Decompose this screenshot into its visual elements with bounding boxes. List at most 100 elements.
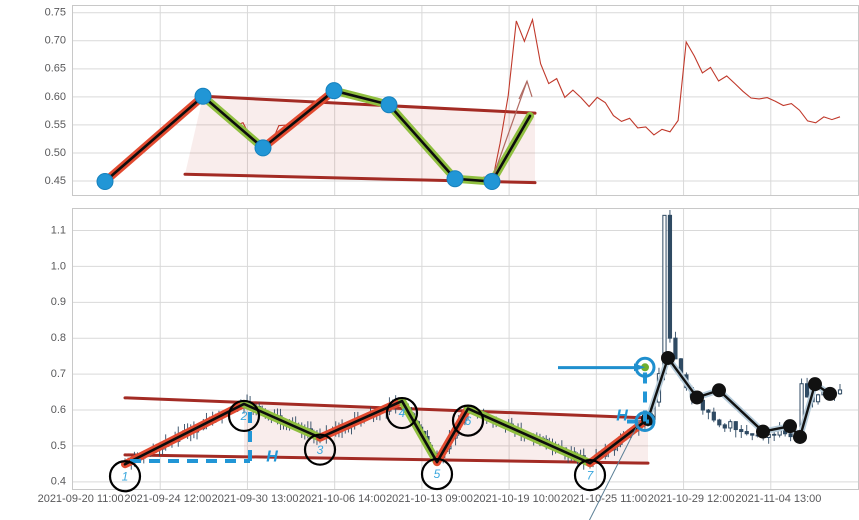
pivot-marker-1: 1 <box>108 460 142 493</box>
bottom-y-tick-label: 0.4 <box>51 476 66 488</box>
bottom-height-measure: H <box>130 403 278 466</box>
top-pivot-dots <box>96 82 501 191</box>
pivot-ring <box>451 404 485 437</box>
bottom-swing-dot <box>712 383 726 398</box>
top-y-tick-label: 0.65 <box>45 63 66 75</box>
bottom-y-tick-label: 0.8 <box>51 332 66 344</box>
pivot-marker-3: 3 <box>303 433 337 466</box>
top-y-tick-label: 0.75 <box>45 7 66 19</box>
candle-body <box>673 337 678 360</box>
pivot-number: 6 <box>465 414 472 428</box>
top-channel-upper <box>201 94 537 115</box>
top-arrow-shaft <box>491 80 528 181</box>
bottom-y-tick-label: 0.5 <box>51 440 66 452</box>
candle <box>706 409 711 420</box>
pivot-marker-6: 6 <box>451 404 485 437</box>
bottom-swing-dot <box>756 424 770 439</box>
target-arrow-head <box>634 363 645 372</box>
bottom-channel-lower <box>123 453 650 465</box>
bottom-y-axis-labels: 0.4 0.5 0.6 0.7 0.8 0.9 1.0 1.1 <box>51 224 66 487</box>
pivot-number: 5 <box>434 467 441 481</box>
pivot-marker-7: 7 <box>573 459 607 492</box>
candle <box>837 383 843 395</box>
bottom-swing-dot <box>793 429 807 444</box>
candle-body <box>772 433 777 436</box>
top-y-tick-label: 0.50 <box>45 147 66 159</box>
bottom-x-tick-label: 2021-10-29 12:00 <box>648 493 735 505</box>
top-pivot-dot <box>446 170 464 188</box>
top-y-tick-label: 0.55 <box>45 119 66 131</box>
bottom-recent-swing-overlay <box>641 350 837 444</box>
pivot-ring <box>303 433 337 466</box>
bottom-y-tick-label: 0.7 <box>51 368 66 380</box>
bottom-channel-fill <box>244 403 648 464</box>
height-label-right: H <box>616 408 628 425</box>
candle <box>815 393 821 405</box>
top-price-panel: 0.45 0.50 0.55 0.60 0.65 0.70 0.75 <box>45 5 859 196</box>
candle-body <box>728 421 733 429</box>
bottom-x-axis-labels: 2021-09-20 11:00 2021-09-24 12:00 2021-09-… <box>38 493 822 505</box>
candle <box>739 425 744 438</box>
top-y-tick-label: 0.70 <box>45 35 66 47</box>
candle-body <box>706 409 711 413</box>
bottom-y-tick-label: 1.0 <box>51 260 66 272</box>
pivot-ring <box>108 460 142 493</box>
bottom-y-tick-label: 1.1 <box>51 224 66 236</box>
pivot-number: 4 <box>399 406 406 420</box>
top-pivot-dot <box>483 173 501 191</box>
bottom-vertical-gridlines <box>159 209 772 489</box>
candle <box>750 433 755 441</box>
candle <box>744 424 749 436</box>
candle-body <box>667 214 673 339</box>
candle-body <box>788 433 793 438</box>
candle <box>711 407 716 423</box>
pivot-ring <box>573 459 607 492</box>
bottom-swing-dot <box>783 419 797 434</box>
candle-body <box>815 394 821 403</box>
candle-body <box>717 419 722 426</box>
candle <box>733 421 738 438</box>
bottom-x-tick-label: 2021-09-20 11:00 <box>38 493 124 505</box>
candle <box>772 431 777 442</box>
candle-body <box>739 429 744 433</box>
target-marker-core <box>641 363 649 372</box>
candle-body <box>837 389 843 395</box>
candle-body <box>711 411 716 421</box>
buy-marker-connector <box>588 419 641 520</box>
bottom-candlestick-panel: 0.4 0.5 0.6 0.7 0.8 0.9 1.0 1.1 2021-09-20 11:0… <box>38 208 859 520</box>
candle <box>728 419 733 432</box>
bottom-swing-dot <box>690 390 704 405</box>
top-breakout-arrow <box>491 79 533 181</box>
pivot-number: 1 <box>122 469 129 483</box>
bottom-x-tick-label: 2021-09-24 12:00 <box>124 493 211 505</box>
top-channel-annotation <box>183 94 537 185</box>
candle-body <box>733 421 738 431</box>
pivot-number: 3 <box>317 443 324 457</box>
bottom-target-projection: H <box>616 356 656 433</box>
pivot-marker-5: 5 <box>420 457 454 491</box>
pivot-number: 7 <box>587 468 595 482</box>
pivot-ring <box>420 457 454 491</box>
pivot-ring <box>385 396 419 430</box>
bottom-y-tick-label: 0.6 <box>51 404 66 416</box>
candle <box>722 423 727 432</box>
candle-body <box>662 214 667 375</box>
pivot-ring <box>227 399 261 433</box>
bottom-x-tick-label: 2021-10-25 11:00 <box>561 493 647 505</box>
bottom-swing-dot <box>823 386 837 401</box>
top-arrow-head <box>518 79 533 100</box>
candle <box>717 418 722 428</box>
bottom-x-tick-label: 2021-09-30 13:00 <box>212 493 299 505</box>
pivot-marker-2: 2 <box>227 399 261 433</box>
top-y-tick-label: 0.60 <box>45 91 66 103</box>
bottom-pivot-rings: 1 2 3 4 5 6 7 <box>108 396 607 493</box>
bottom-x-tick-label: 2021-10-19 10:00 <box>473 493 560 505</box>
pivot-number: 2 <box>240 409 248 423</box>
top-pivot-dot <box>254 139 272 157</box>
candle <box>673 331 678 360</box>
top-pivot-dot <box>96 173 114 191</box>
top-pivot-dot <box>325 82 343 100</box>
top-pivot-dot <box>194 87 212 105</box>
top-vertical-gridlines <box>159 6 772 195</box>
